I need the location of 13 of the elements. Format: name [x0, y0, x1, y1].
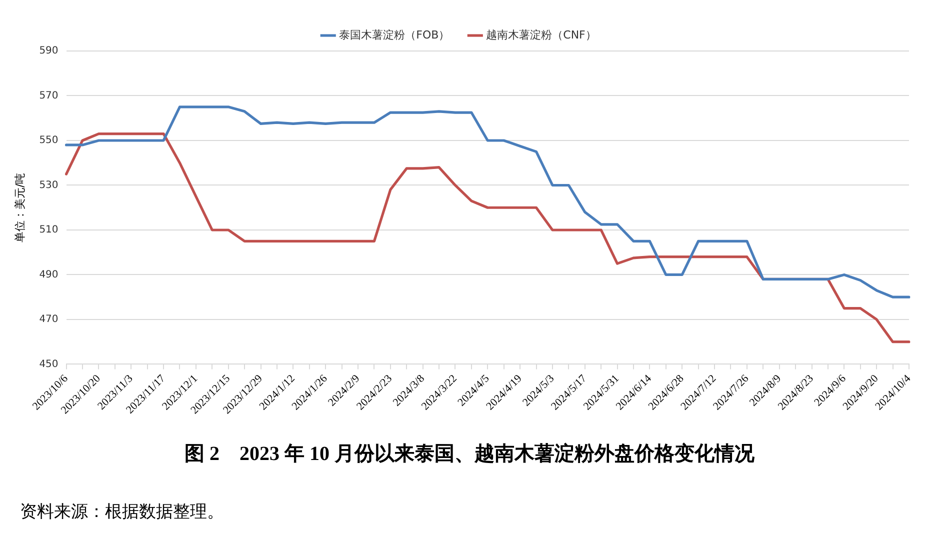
text: 图 2 2023 年 10 月份以来泰国、越南木薯淀粉外盘价格变化情况: [184, 442, 756, 467]
legend-label: 泰国木薯淀粉（FOB）: [339, 28, 450, 42]
y-tick-label: 490: [39, 269, 58, 280]
y-axis-title: 单位：美元/吨: [13, 172, 26, 242]
legend-label: 越南木薯淀粉（CNF）: [486, 28, 596, 42]
y-tick-label: 570: [39, 90, 58, 102]
y-tick-label: 450: [39, 358, 58, 370]
text: 资料来源：根据数据整理。: [20, 501, 224, 523]
y-tick-label: 550: [39, 135, 58, 146]
y-tick-label: 470: [39, 314, 58, 326]
y-tick-label: 530: [39, 180, 58, 191]
y-tick-label: 510: [39, 224, 58, 236]
y-tick-label: 590: [39, 46, 58, 57]
